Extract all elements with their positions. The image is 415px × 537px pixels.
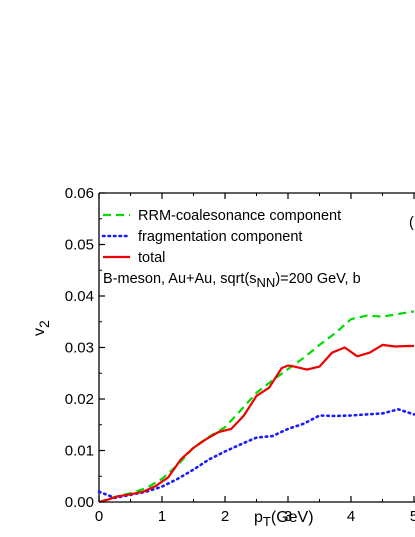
legend-label-coalescence: RRM-coalesonance component xyxy=(138,208,341,224)
legend-label-total: total xyxy=(138,250,165,266)
annotation-subscript: NN xyxy=(257,275,276,290)
x-tick-label: 4 xyxy=(347,508,355,525)
annotation-prefix: B-meson, Au+Au, sqrt(s xyxy=(103,271,257,287)
x-axis-label-unit: (GeV) xyxy=(271,509,314,526)
y-axis-label: v2 xyxy=(31,320,52,336)
legend-label-fragmentation: fragmentation component xyxy=(138,229,302,245)
y-tick-label: 0.05 xyxy=(65,237,94,254)
x-tick-label: 2 xyxy=(221,508,229,525)
annotation: B-meson, Au+Au, sqrt(sNN)=200 GeV, b xyxy=(103,271,361,290)
x-axis-label: pT(GeV) xyxy=(254,509,314,529)
y-tick-label: 0.06 xyxy=(65,185,94,202)
y-tick-label: 0.04 xyxy=(65,288,94,305)
y-axis-label-main: v xyxy=(31,328,48,336)
series-fragmentation xyxy=(97,407,415,500)
x-tick-label: 5 xyxy=(410,508,415,525)
series-coalescence xyxy=(98,310,415,504)
x-tick-label: 3 xyxy=(284,508,292,525)
x-tick-label: 1 xyxy=(158,508,166,525)
annotation-suffix: )=200 GeV, b xyxy=(275,271,360,287)
x-axis-label-sub: T xyxy=(263,514,271,529)
series-total xyxy=(98,343,414,504)
y-tick-label: 0.01 xyxy=(65,443,94,460)
y-axis-label-sub: 2 xyxy=(36,320,52,328)
y-tick-label: 0.00 xyxy=(65,494,94,511)
series-layer xyxy=(97,310,415,504)
x-tick-label: 0 xyxy=(95,508,103,525)
ticks-layer: 0 1 2 3 4 5 0.00 0.01 0.02 0.03 0.04 0.05 0.06 xyxy=(65,185,415,525)
y-tick-label: 0.02 xyxy=(65,391,94,408)
legend: RRM-coalesonance component fragmentation… xyxy=(101,208,341,266)
x-axis-label-main: p xyxy=(254,509,263,526)
panel-label: ( xyxy=(409,215,414,231)
y-tick-label: 0.03 xyxy=(65,340,94,357)
